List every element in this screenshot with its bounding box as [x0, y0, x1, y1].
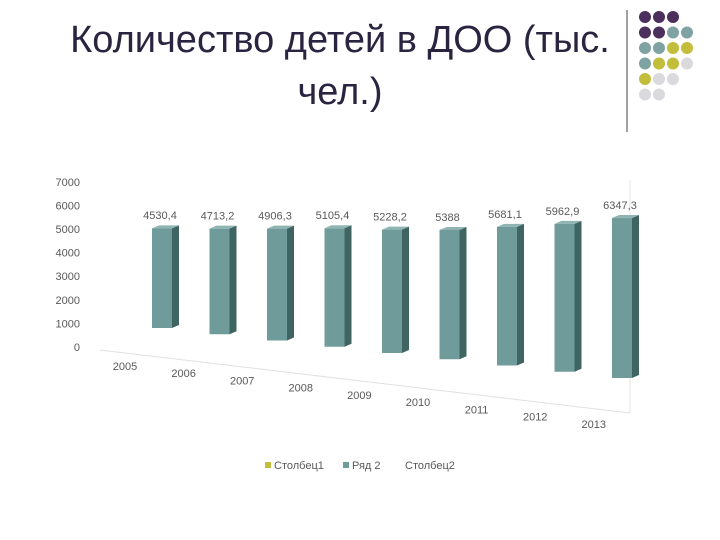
value-label: 4713,2	[201, 211, 235, 223]
x-tick-label: 2013	[582, 419, 606, 431]
legend-label: Столбец2	[405, 460, 455, 472]
x-tick-label: 2005	[113, 361, 137, 373]
dot	[667, 11, 679, 23]
dot	[639, 11, 651, 23]
y-tick-label: 4000	[56, 248, 80, 260]
y-tick-label: 7000	[56, 177, 80, 189]
dot	[681, 26, 693, 39]
y-tick-label: 2000	[56, 295, 80, 307]
bar-top	[209, 225, 237, 229]
value-label: 4530,4	[143, 210, 177, 222]
dot	[653, 57, 665, 70]
bar-top	[267, 225, 294, 229]
dot	[667, 57, 679, 70]
value-label: 5105,4	[316, 210, 350, 222]
dot	[667, 42, 679, 54]
value-label: 5962,9	[546, 206, 580, 218]
axis-line	[99, 349, 631, 414]
x-tick-label: 2006	[171, 368, 195, 380]
dot	[653, 11, 665, 23]
bar-side	[459, 226, 467, 360]
dot	[681, 57, 693, 70]
bar	[267, 228, 287, 341]
dot	[639, 57, 651, 70]
bar-side	[229, 225, 237, 335]
bar-side	[172, 225, 179, 328]
x-tick-label: 2011	[465, 404, 489, 416]
legend-swatch	[343, 462, 349, 468]
bar-top	[382, 226, 409, 230]
dot	[639, 26, 651, 39]
bar-top	[152, 225, 179, 229]
x-tick-label: 2010	[406, 397, 430, 409]
value-label: 4906,3	[258, 211, 292, 223]
bar-top	[554, 220, 582, 224]
x-tick-label: 2009	[347, 390, 371, 402]
chart-title: Количество детей в ДОО (тыс. чел.)	[70, 19, 610, 113]
dot	[639, 73, 651, 85]
dot	[653, 42, 665, 54]
bar	[554, 223, 575, 372]
dot	[667, 26, 679, 39]
legend-label: Ряд 2	[352, 460, 381, 472]
bar-top	[497, 223, 524, 227]
bar-side	[402, 226, 409, 353]
bar-side	[344, 225, 352, 347]
bar	[324, 228, 345, 347]
bar	[497, 226, 517, 366]
bar-side	[287, 225, 294, 341]
bar-side	[517, 223, 524, 366]
x-tick-label: 2007	[230, 375, 254, 387]
dot	[653, 88, 665, 101]
bar-top	[324, 225, 352, 229]
legend-swatch	[396, 462, 402, 468]
dot	[639, 88, 651, 101]
y-tick-label: 5000	[56, 224, 80, 236]
dot	[681, 42, 693, 54]
decoration-dots	[639, 11, 693, 101]
bar	[439, 229, 460, 360]
value-label: 5681,1	[488, 209, 522, 221]
value-label: 5388	[435, 212, 459, 224]
bar-side	[574, 220, 582, 372]
bar-side	[632, 215, 639, 378]
y-tick-label: 0	[74, 342, 80, 354]
y-tick-label: 1000	[56, 318, 80, 330]
legend-label: Столбец1	[274, 460, 324, 472]
value-label: 6347,3	[603, 200, 637, 212]
bar-top	[439, 226, 467, 230]
legend-swatch	[265, 462, 271, 468]
y-tick-label: 3000	[56, 271, 80, 283]
dot	[639, 42, 651, 54]
dot	[653, 73, 665, 85]
y-tick-label: 6000	[56, 200, 80, 212]
dot	[653, 26, 665, 39]
dot	[667, 73, 679, 85]
bar-top	[612, 215, 639, 219]
bar	[209, 228, 230, 335]
value-label: 5228,2	[373, 212, 407, 224]
x-tick-label: 2008	[289, 383, 313, 395]
bar	[382, 229, 402, 353]
bar	[612, 218, 632, 378]
x-tick-label: 2012	[523, 412, 547, 424]
bar	[152, 228, 172, 328]
